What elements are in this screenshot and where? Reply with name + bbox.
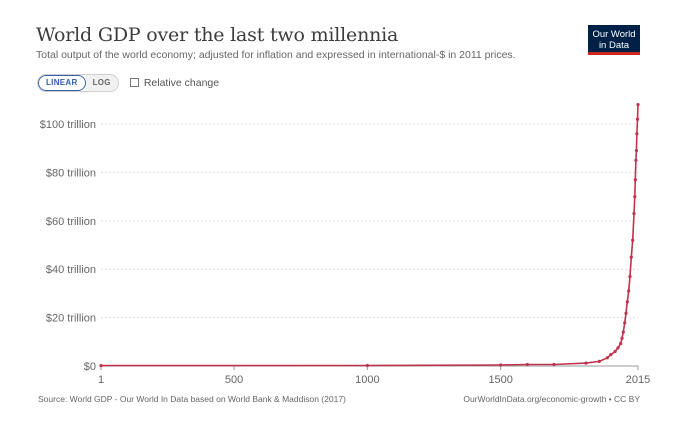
chart-card	[22, 14, 652, 416]
gdp-data-point[interactable]	[633, 195, 637, 199]
relative-change-label: Relative change	[143, 76, 220, 89]
x-tick-label: 1000	[355, 374, 379, 386]
logo-line-2: in Data	[598, 40, 630, 51]
gdp-series-line	[100, 104, 639, 367]
y-tick-label: $0	[84, 361, 96, 373]
gdp-data-point[interactable]	[525, 362, 529, 367]
log-button[interactable]: LOG	[85, 74, 118, 91]
y-tick-label: $80 trillion	[46, 167, 96, 179]
x-tick-label: 1500	[488, 374, 512, 386]
logo-line-1: Our World	[592, 29, 636, 40]
gdp-data-point[interactable]	[631, 238, 635, 242]
y-tick-label: $60 trillion	[46, 216, 96, 228]
scale-controls: LINEAR LOG Relative change	[37, 73, 220, 92]
gdp-data-point[interactable]	[584, 361, 588, 365]
source-note: Source: World GDP - Our World In Data ba…	[38, 394, 346, 404]
gdp-data-point[interactable]	[624, 311, 628, 315]
gdp-data-point[interactable]	[613, 349, 617, 354]
gdp-data-point[interactable]	[605, 356, 609, 360]
gdp-data-point[interactable]	[629, 255, 633, 259]
gdp-data-point[interactable]	[620, 336, 624, 340]
chart-title: World GDP over the last two millennia	[36, 24, 399, 46]
gdp-data-point[interactable]	[597, 359, 601, 363]
gdp-data-point[interactable]	[552, 362, 556, 367]
y-tick-label: $40 trillion	[46, 264, 96, 276]
gdp-data-point[interactable]	[634, 149, 639, 153]
gdp-data-point[interactable]	[633, 178, 637, 182]
gdp-data-point[interactable]	[499, 363, 503, 367]
gdp-data-point[interactable]	[627, 289, 631, 293]
gdp-data-point[interactable]	[634, 158, 638, 162]
gdp-data-point[interactable]	[616, 346, 620, 350]
gdp-data-point[interactable]	[365, 363, 369, 368]
gdp-data-point[interactable]	[628, 274, 632, 279]
x-tick-label: 500	[225, 374, 243, 386]
gdp-data-point[interactable]	[625, 300, 629, 304]
y-tick-label: $20 trillion	[46, 313, 96, 325]
x-tick-label: 2015	[626, 374, 650, 386]
gdp-data-point[interactable]	[609, 353, 613, 357]
gdp-data-point[interactable]	[619, 341, 623, 346]
scale-toggle: LINEAR LOG	[37, 73, 119, 92]
gdp-data-point[interactable]	[636, 103, 640, 107]
gdp-data-point[interactable]	[623, 321, 627, 325]
x-tick-label: 1	[98, 374, 104, 386]
gdp-data-point[interactable]	[635, 132, 639, 136]
license-link[interactable]: OurWorldInData.org/economic-growth • CC …	[463, 394, 640, 404]
chart-subtitle: Total output of the world economy; adjus…	[36, 49, 516, 61]
gdp-data-point[interactable]	[99, 364, 103, 368]
gdp-data-point[interactable]	[635, 117, 640, 121]
gdp-data-point[interactable]	[621, 330, 625, 334]
owid-logo[interactable]: Our World in Data	[588, 25, 640, 55]
y-tick-label: $100 trillion	[40, 119, 96, 131]
relative-change-toggle[interactable]: Relative change	[129, 76, 220, 89]
gdp-data-point[interactable]	[632, 211, 636, 216]
relative-change-checkbox[interactable]	[129, 78, 139, 87]
linear-button[interactable]: LINEAR	[38, 74, 86, 91]
